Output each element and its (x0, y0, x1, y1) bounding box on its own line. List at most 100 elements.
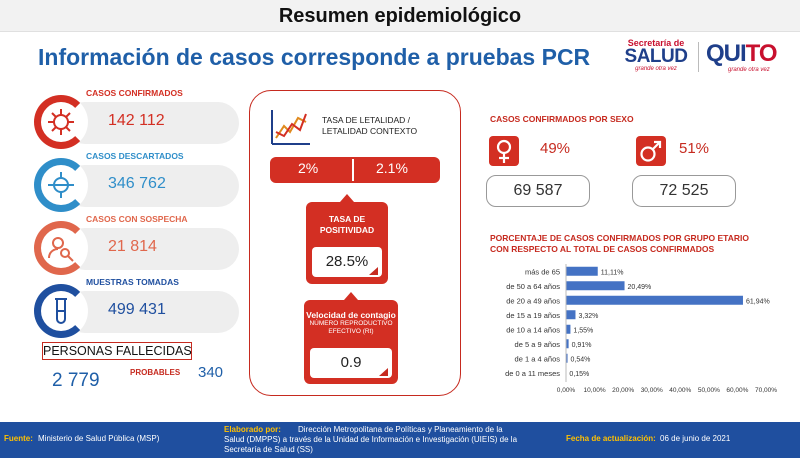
male-icon (640, 140, 662, 162)
kpi-ring (34, 284, 88, 338)
secretaria-salud-logo: Secretaría de SALUD grande otra vez (624, 38, 688, 72)
kpi-pill (64, 228, 239, 270)
fallecidos-label: PERSONAS FALLECIDAS (42, 342, 192, 360)
female-pct: 49% (540, 140, 571, 157)
arrow-icon (379, 368, 388, 376)
category-label: de 50 a 64 años (506, 282, 560, 291)
kpi-casos-sospecha: CASOS CON SOSPECHA 21 814 (34, 214, 239, 275)
kpi-casos-descartados: CASOS DESCARTADOS 346 762 (34, 151, 239, 212)
category-label: de 20 a 49 años (506, 296, 560, 305)
contagio-card: Velocidad de contagio NÚMERO REPRODUCTIV… (304, 300, 398, 384)
positividad-value: 28.5% (325, 253, 369, 270)
category-label: de 5 a 9 años (515, 340, 561, 349)
logos: Secretaría de SALUD grande otra vez QUIT… (620, 38, 780, 78)
title-bar: Resumen epidemiológico (0, 0, 800, 32)
x-tick-label: 70,00% (755, 387, 777, 394)
kpi-value: 142 112 (108, 112, 165, 129)
category-label: de 10 a 14 años (506, 325, 560, 334)
notch (344, 292, 358, 300)
data-label: 3,32% (578, 313, 598, 320)
letalidad-value: 2% (298, 160, 319, 176)
data-label: 61,94% (746, 298, 770, 305)
male-icon-box (636, 136, 666, 166)
fecha-key: Fecha de actualización: (566, 434, 656, 443)
line-chart-icon (271, 110, 310, 145)
fallecidos-total: 2 779 (52, 370, 100, 391)
probables-value: 340 (198, 364, 224, 381)
kpi-casos-confirmados: CASOS CONFIRMADOS 142 112 (34, 88, 239, 149)
kpi-muestras-tomadas: MUESTRAS TOMADAS 499 431 (34, 277, 239, 338)
letalidad-values: 2% 2.1% (270, 157, 440, 183)
age-bar (566, 310, 576, 320)
page-title: Resumen epidemiológico (278, 5, 522, 27)
contagio-label: Velocidad de contagio (306, 310, 396, 320)
kpi-pill (64, 291, 239, 333)
x-tick-label: 40,00% (669, 387, 691, 394)
x-tick-label: 0,00% (557, 387, 576, 394)
contagio-value: 0.9 (340, 354, 362, 371)
data-label: 1,55% (573, 327, 593, 334)
notch (340, 194, 354, 202)
x-tick-label: 60,00% (726, 387, 748, 394)
male-pct: 51% (679, 140, 710, 157)
age-bar (566, 266, 598, 276)
fuente-value: Ministerio de Salud Pública (MSP) (38, 434, 160, 443)
data-label: 20,49% (628, 284, 652, 291)
kpi-label: CASOS CON SOSPECHA (86, 214, 188, 224)
headline: Información de casos corresponde a prueb… (38, 44, 591, 70)
kpi-label: CASOS DESCARTADOS (86, 151, 184, 161)
age-bar (566, 339, 569, 349)
kpi-value: 499 431 (108, 301, 166, 318)
age-bar (566, 281, 625, 291)
virus-icon (48, 109, 74, 135)
logo-divider (698, 42, 699, 72)
category-label: de 15 a 19 años (506, 311, 560, 320)
kpi-value: 21 814 (108, 238, 157, 255)
letalidad-contexto-value: 2.1% (376, 160, 408, 176)
letalidad-label: TASA DE LETALIDAD / LETALIDAD CONTEXTO (322, 115, 418, 136)
category-label: de 1 a 4 años (515, 354, 561, 363)
positividad-label: TASA DE POSITIVIDAD (319, 214, 375, 235)
arrow-icon (369, 267, 378, 275)
kpi-ring (34, 95, 88, 149)
x-tick-label: 10,00% (584, 387, 606, 394)
kpi-pill (64, 165, 239, 207)
female-icon-box (489, 136, 519, 166)
contagio-sublabel: NÚMERO REPRODUCTIVO EFECTIVO (Rt) (309, 320, 393, 335)
age-bar (566, 295, 743, 305)
rates-panel (249, 90, 461, 396)
category-label: de 0 a 11 meses (505, 369, 560, 378)
x-tick-label: 30,00% (641, 387, 663, 394)
sexo-title: CASOS CONFIRMADOS POR SEXO (490, 114, 634, 124)
positividad-card: TASA DE POSITIVIDAD 28.5% (306, 202, 388, 284)
data-label: 0,54% (571, 356, 591, 363)
kpi-ring (34, 221, 88, 275)
male-count: 72 525 (632, 175, 736, 207)
virus-crossed-icon (48, 172, 74, 198)
divider (352, 159, 354, 181)
age-bar-chart: más de 65 11,11% de 50 a 64 años 20,49% de 2… (505, 264, 777, 394)
female-count: 69 587 (486, 175, 590, 207)
kpi-ring (34, 158, 88, 212)
test-tube-icon (55, 298, 67, 324)
kpi-label: CASOS CONFIRMADOS (86, 88, 183, 98)
female-icon (496, 139, 512, 163)
fuente-key: Fuente: (4, 434, 33, 443)
fecha-value: 06 de junio de 2021 (660, 434, 731, 443)
quito-tagline: grande otra vez (728, 67, 770, 73)
age-bar (566, 353, 568, 363)
kpi-pill (64, 102, 239, 144)
category-label: más de 65 (525, 267, 560, 276)
kpi-label: MUESTRAS TOMADAS (86, 277, 179, 287)
footer: Fuente: Ministerio de Salud Pública (MSP… (0, 422, 800, 458)
kpi-value: 346 762 (108, 175, 166, 192)
data-label: 11,11% (601, 269, 624, 276)
age-chart-title: PORCENTAJE DE CASOS CONFIRMADOS POR GRUP… (490, 233, 749, 254)
data-label: 0,15% (569, 371, 589, 378)
person-search-icon (48, 237, 74, 262)
age-bar (566, 324, 571, 334)
data-label: 0,91% (572, 342, 592, 349)
elaborado-key: Elaborado por: (224, 425, 281, 434)
x-tick-label: 20,00% (612, 387, 634, 394)
quito-logo: QUITO (706, 40, 778, 67)
